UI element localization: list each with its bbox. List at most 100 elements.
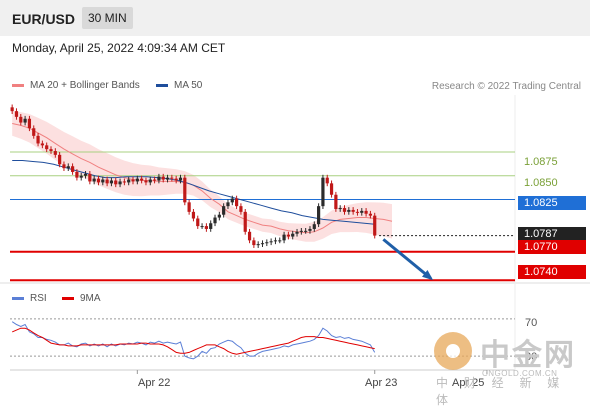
legend-rsi: RSI xyxy=(12,293,47,304)
candle-body xyxy=(226,202,230,207)
timestamp: Monday, April 25, 2022 4:09:34 AM CET xyxy=(12,41,226,55)
level-label-3: 1.0825 xyxy=(518,196,586,210)
candle-body xyxy=(140,178,144,181)
candle-body xyxy=(170,177,174,179)
symbol-title: EUR/USD xyxy=(12,11,76,27)
candle-body xyxy=(204,226,208,229)
candle-body xyxy=(70,166,75,172)
candle-body xyxy=(174,178,178,181)
candle-body xyxy=(114,180,118,185)
candle-body xyxy=(304,230,308,232)
rsi-legend-label: RSI xyxy=(30,293,47,304)
candle-body xyxy=(62,164,66,169)
watermark-title: 中金网 xyxy=(480,338,576,373)
candle-body xyxy=(338,208,342,210)
candle-body xyxy=(329,183,334,195)
x-tick-3: Apr 25 xyxy=(452,377,485,389)
candle-body xyxy=(317,206,321,225)
candle-body xyxy=(230,198,234,203)
candle-body xyxy=(260,243,265,245)
candle-body xyxy=(325,177,329,184)
candle-body xyxy=(213,217,217,224)
candle-body xyxy=(191,211,196,219)
9ma-swatch xyxy=(62,297,74,300)
candle-body xyxy=(295,231,299,234)
candle-body xyxy=(92,178,96,182)
watermark-subtitle: 中 财 经 新 媒 体 xyxy=(436,376,566,407)
candle-body xyxy=(334,194,338,209)
candle-body xyxy=(247,231,252,241)
candle-body xyxy=(364,210,368,214)
candle-body xyxy=(45,145,49,150)
candle-body xyxy=(23,118,27,123)
candle-body xyxy=(265,242,269,244)
x-tick-1: Apr 22 xyxy=(138,377,171,389)
rsi-level-70: 70 xyxy=(525,317,538,329)
candle-body xyxy=(273,240,278,242)
rsi-line xyxy=(11,321,376,360)
watermark-url: CNGOLD.COM.CN xyxy=(482,369,558,378)
x-tick-2: Apr 23 xyxy=(365,377,398,389)
candle-body xyxy=(36,135,40,144)
candle-body xyxy=(355,211,360,213)
candle-body xyxy=(222,206,226,215)
level-label-4: 1.0770 xyxy=(518,240,586,254)
candle-body xyxy=(19,116,23,123)
level-label-2: 1.0850 xyxy=(524,177,558,189)
candle-body xyxy=(347,209,351,212)
legend-ma50: MA 50 xyxy=(156,80,202,91)
candle-body xyxy=(135,178,139,182)
candle-body xyxy=(278,240,282,242)
candle-body xyxy=(157,176,161,181)
candle-body xyxy=(269,241,273,243)
rsi-swatch xyxy=(12,297,24,300)
candle-body xyxy=(127,179,131,183)
candle-body xyxy=(165,177,170,180)
candle-body xyxy=(256,244,260,246)
candle-body xyxy=(88,173,92,182)
candle-body xyxy=(196,218,200,227)
candle-body xyxy=(252,240,256,246)
level-label-1: 1.0875 xyxy=(524,156,558,168)
level-label-5: 1.0740 xyxy=(518,265,586,279)
level-label-last: 1.0787 xyxy=(518,227,586,241)
candle-body xyxy=(40,143,44,146)
projection-arrow xyxy=(382,238,432,280)
candle-body xyxy=(131,179,135,182)
candle-body xyxy=(75,171,79,178)
candle-body xyxy=(27,118,32,129)
legend-9ma: 9MA xyxy=(62,293,101,304)
candle-body xyxy=(235,198,239,207)
candle-body xyxy=(32,128,36,136)
candle-body xyxy=(66,166,70,169)
candle-body xyxy=(239,206,243,212)
candle-body xyxy=(312,224,316,229)
ma20-swatch xyxy=(12,84,24,87)
projection-arrowhead xyxy=(422,270,434,281)
timeframe-badge[interactable]: 30 MIN xyxy=(82,7,133,29)
bollinger-band xyxy=(12,111,392,242)
candle-body xyxy=(79,175,83,178)
candle-body xyxy=(10,107,14,112)
candle-body xyxy=(58,154,62,165)
candle-body xyxy=(299,230,303,232)
9ma-legend-label: 9MA xyxy=(80,293,101,304)
candle-body xyxy=(209,223,213,229)
candle-body xyxy=(183,177,187,203)
candle-body xyxy=(321,177,325,207)
legend-ma20: MA 20 + Bollinger Bands xyxy=(12,80,140,91)
watermark: 中金网 CNGOLD.COM.CN 中 财 经 新 媒 体 xyxy=(432,330,582,407)
candle-body xyxy=(351,209,355,212)
candle-body xyxy=(360,210,364,213)
candle-body xyxy=(109,180,114,184)
candle-body xyxy=(342,208,347,212)
watermark-logo-icon xyxy=(434,332,472,370)
candle-body xyxy=(282,234,286,241)
candle-body xyxy=(161,176,165,180)
candle-body xyxy=(187,202,191,212)
candle-body xyxy=(291,233,295,237)
candle-body xyxy=(83,173,88,176)
candle-body xyxy=(373,215,377,236)
candle-body xyxy=(368,213,373,216)
